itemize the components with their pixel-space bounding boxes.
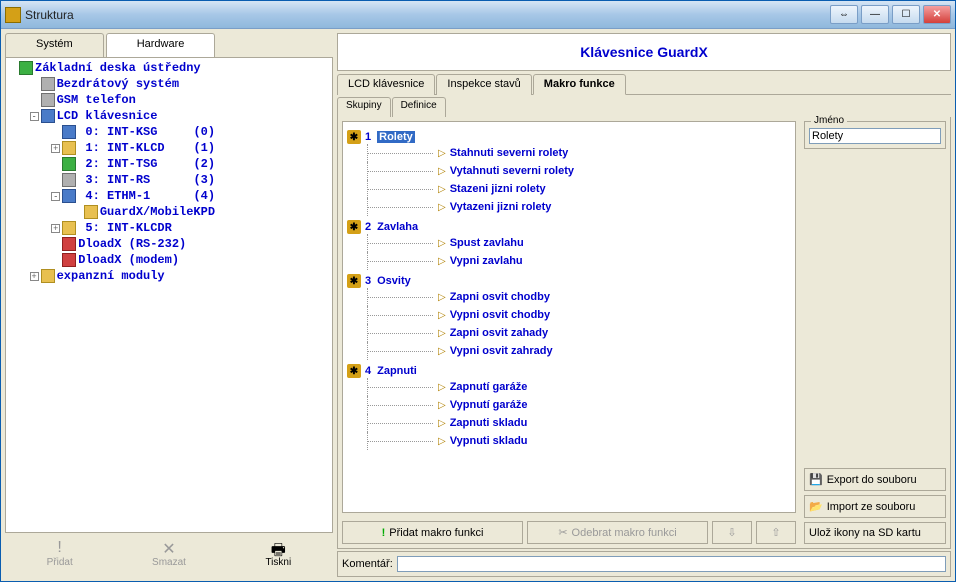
macro-item[interactable]: ▷Vytazeni jizni rolety [367,198,791,216]
macro-group-header[interactable]: ✱1Rolety [347,130,791,144]
macro-item[interactable]: ▷Stazeni jizni rolety [367,180,791,198]
left-panel: SystémHardware Základní deska ústředny B… [5,33,333,577]
macro-item[interactable]: ▷Vytahnuti severni rolety [367,162,791,180]
open-icon: 📂 [809,500,823,513]
macro-item[interactable]: ▷Vypni osvit chodby [367,306,791,324]
macro-group-header[interactable]: ✱2Zavlaha [347,220,791,234]
tree-action-buttons: !Přidat ✕Smazat 🖶Tiskni [5,533,333,577]
hardware-tree[interactable]: Základní deska ústředny Bezdrátový systé… [5,57,333,533]
tree-node[interactable]: +expanzní moduly [8,268,330,284]
macro-group: ✱2Zavlaha▷Spust zavlahu▷Vypni zavlahu [347,220,791,270]
window-title: Struktura [25,8,830,22]
macro-area: ✱1Rolety▷Stahnuti severni rolety▷Vytahnu… [337,117,951,549]
macro-group: ✱3Osvity▷Zapni osvit chodby▷Vypni osvit … [347,274,791,360]
tree-node[interactable]: + 1: INT-KLCD (1) [8,140,330,156]
name-label: Jméno [811,115,847,126]
comment-row: Komentář: [337,551,951,577]
window-controls: ⇔ — ☐ ✕ [830,5,951,24]
macro-item[interactable]: ▷Vypnutí garáže [367,396,791,414]
tree-node[interactable]: 2: INT-TSG (2) [8,156,330,172]
comment-label: Komentář: [342,558,393,570]
comment-input[interactable] [397,556,946,572]
macro-item[interactable]: ▷Stahnuti severni rolety [367,144,791,162]
macro-item[interactable]: ▷Zapni osvit zahady [367,324,791,342]
tree-node[interactable]: Základní deska ústředny [8,60,330,76]
tree-node[interactable]: GuardX/MobileKPD [8,204,330,220]
macro-item[interactable]: ▷Zapnuti skladu [367,414,791,432]
move-down-button[interactable]: ⇩ [712,521,752,544]
panel-title: Klávesnice GuardX [337,33,951,71]
macro-group-header[interactable]: ✱4Zapnuti [347,364,791,378]
macro-item[interactable]: ▷Zapnutí garáže [367,378,791,396]
macro-side-panel: Jméno 💾Export do souboru 📂Import ze soub… [800,117,950,548]
resize-button[interactable]: ⇔ [830,5,858,24]
name-group: Jméno [804,121,946,149]
macro-item[interactable]: ▷Vypni zavlahu [367,252,791,270]
save-icon: 💾 [809,473,823,486]
add-button[interactable]: !Přidat [25,539,95,575]
keypad-tab[interactable]: LCD klávesnice [337,74,435,95]
macro-group: ✱1Rolety▷Stahnuti severni rolety▷Vytahnu… [347,130,791,216]
macro-item[interactable]: ▷Spust zavlahu [367,234,791,252]
macro-action-bar: !Přidat makro funkci ✂Odebrat makro funk… [338,517,800,548]
sd-save-button[interactable]: Ulož ikony na SD kartu [804,522,946,544]
name-input[interactable] [809,128,941,144]
macro-item[interactable]: ▷Vypni osvit zahrady [367,342,791,360]
tree-node[interactable]: + 5: INT-KLCDR [8,220,330,236]
tree-node[interactable]: 3: INT-RS (3) [8,172,330,188]
macro-group-header[interactable]: ✱3Osvity [347,274,791,288]
app-icon [5,7,21,23]
minimize-button[interactable]: — [861,5,889,24]
close-button[interactable]: ✕ [923,5,951,24]
add-macro-button[interactable]: !Přidat makro funkci [342,521,523,544]
tree-node[interactable]: DloadX (RS-232) [8,236,330,252]
print-button[interactable]: 🖶Tiskni [243,539,313,575]
content-area: SystémHardware Základní deska ústředny B… [1,29,955,581]
macro-item[interactable]: ▷Vypnuti skladu [367,432,791,450]
remove-macro-button[interactable]: ✂Odebrat makro funkci [527,521,708,544]
structure-tab[interactable]: Hardware [106,33,216,57]
titlebar: Struktura ⇔ — ☐ ✕ [1,1,955,29]
macro-subtab[interactable]: Skupiny [337,97,391,117]
macro-tree[interactable]: ✱1Rolety▷Stahnuti severni rolety▷Vytahnu… [342,121,796,513]
structure-tab[interactable]: Systém [5,33,104,57]
delete-button[interactable]: ✕Smazat [134,539,204,575]
tree-node[interactable]: -LCD klávesnice [8,108,330,124]
structure-tabs: SystémHardware [5,33,333,57]
macro-item[interactable]: ▷Zapni osvit chodby [367,288,791,306]
right-panel: Klávesnice GuardX LCD klávesniceInspekce… [337,33,951,577]
macro-subtab[interactable]: Definice [392,97,446,117]
macro-subtabs: SkupinyDefinice [337,97,951,117]
keypad-tabs: LCD klávesniceInspekce stavůMakro funkce [337,73,951,95]
macro-group: ✱4Zapnuti▷Zapnutí garáže▷Vypnutí garáže▷… [347,364,791,450]
tree-node[interactable]: GSM telefon [8,92,330,108]
export-button[interactable]: 💾Export do souboru [804,468,946,491]
move-up-button[interactable]: ⇧ [756,521,796,544]
tree-node[interactable]: 0: INT-KSG (0) [8,124,330,140]
keypad-tab[interactable]: Makro funkce [533,74,626,95]
tree-node[interactable]: DloadX (modem) [8,252,330,268]
keypad-tab[interactable]: Inspekce stavů [436,74,531,95]
main-window: Struktura ⇔ — ☐ ✕ SystémHardware Základn… [0,0,956,582]
tree-node[interactable]: - 4: ETHM-1 (4) [8,188,330,204]
maximize-button[interactable]: ☐ [892,5,920,24]
import-button[interactable]: 📂Import ze souboru [804,495,946,518]
tree-node[interactable]: Bezdrátový systém [8,76,330,92]
